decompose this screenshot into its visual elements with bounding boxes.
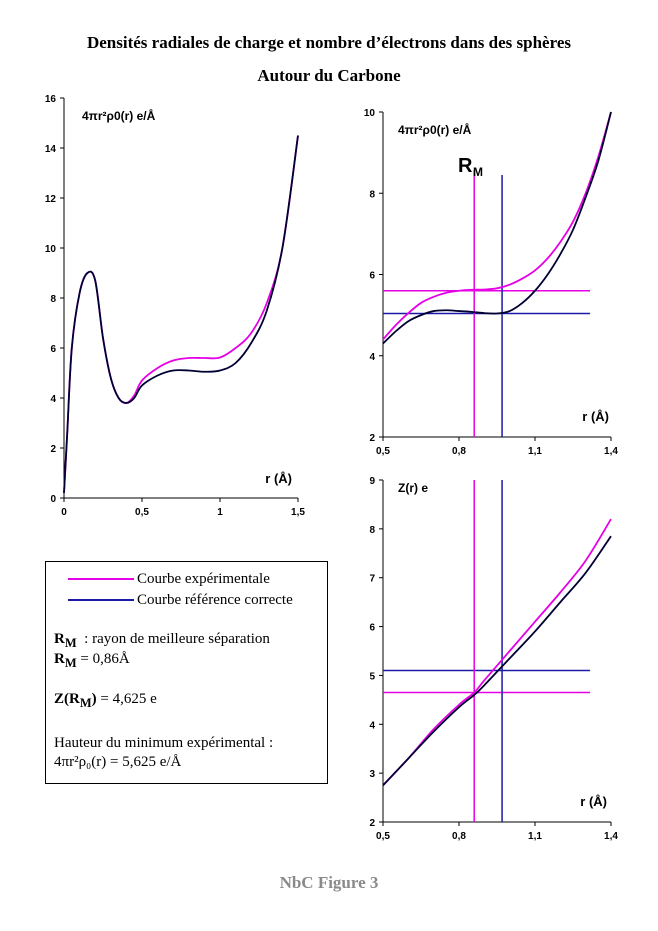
rm-symbol-2: R xyxy=(54,651,65,667)
min-height-line2: 4πr²ρ₀(r) = 5,625 e/Å xyxy=(54,754,182,770)
rm-symbol: R xyxy=(54,631,65,647)
y-tick-label: 6 xyxy=(369,623,375,634)
legend-swatch-reference xyxy=(68,599,134,601)
x-tick-label: 1,4 xyxy=(604,446,618,457)
y-tick-label: 10 xyxy=(364,108,376,119)
y-tick-label: 0 xyxy=(50,494,56,505)
y-tick-label: 2 xyxy=(50,444,56,455)
z-close: ) xyxy=(91,691,97,707)
figure-caption: NbC Figure 3 xyxy=(279,873,379,892)
x-tick-label: 0,5 xyxy=(135,507,149,518)
y-tick-label: 14 xyxy=(45,144,57,155)
y-axis-label: 4πr²ρ0(r) e/Å xyxy=(82,108,156,123)
legend-item-experimental: Courbe expérimentale xyxy=(68,569,270,589)
z-at-rm: Z(RM) = 4,625 e xyxy=(54,690,157,712)
y-tick-label: 8 xyxy=(369,525,375,536)
x-tick-label: 1,5 xyxy=(291,507,305,518)
legend-label-experimental: Courbe expérimentale xyxy=(137,570,270,587)
y-tick-label: 4 xyxy=(50,394,56,405)
z-sub: M xyxy=(79,696,92,710)
rm-definition: RM : rayon de meilleure séparation xyxy=(54,630,270,652)
x-tick-label: 1 xyxy=(217,507,223,518)
y-tick-label: 10 xyxy=(45,244,57,255)
y-tick-label: 4 xyxy=(369,720,375,731)
rm-sub-2: M xyxy=(64,656,77,670)
y-tick-label: 8 xyxy=(369,189,375,200)
y-tick-label: 2 xyxy=(369,818,375,829)
min-height-line1: Hauteur du minimum expérimental : xyxy=(54,735,274,751)
rm-annotation: R xyxy=(458,155,473,177)
z-value: = 4,625 e xyxy=(96,691,157,707)
rm-value: RM = 0,86Å xyxy=(54,650,130,672)
series-line-reference xyxy=(382,111,612,345)
chart-1: 0 2 4 6 8 10 12 14 16 0 0,5 1 1,5 4πr²ρ0(r) e/Å r (Å) xyxy=(45,94,306,518)
y-tick-label: 3 xyxy=(369,769,375,780)
x-tick-label: 1,4 xyxy=(604,831,618,842)
rm-annotation-sub: M xyxy=(473,165,483,179)
y-tick-label: 2 xyxy=(369,433,375,444)
series-line-experimental xyxy=(382,518,612,786)
y-tick-label: 7 xyxy=(369,574,375,585)
x-tick-label: 0,5 xyxy=(376,831,390,842)
y-tick-label: 9 xyxy=(369,476,375,487)
y-tick-label: 4 xyxy=(369,352,375,363)
rm-sub: M xyxy=(64,636,77,650)
y-tick-label: 5 xyxy=(369,671,375,682)
chart-3: 2 3 4 5 6 7 8 9 0,5 0,8 1,1 1,4 Z(r) e r (Å) xyxy=(369,476,618,842)
x-tick-label: 0 xyxy=(61,507,67,518)
legend-item-reference: Courbe référence correcte xyxy=(68,590,293,610)
y-axis-label: 4πr²ρ0(r) e/Å xyxy=(398,122,472,137)
legend-box: Courbe expérimentale Courbe référence co… xyxy=(45,561,328,784)
y-tick-label: 6 xyxy=(369,271,375,282)
y-tick-label: 12 xyxy=(45,194,57,205)
y-tick-label: 16 xyxy=(45,94,57,105)
figure-title-line1: Densités radiales de charge et nombre d’… xyxy=(86,33,571,52)
legend-swatch-experimental xyxy=(68,578,134,580)
x-axis-label: r (Å) xyxy=(582,409,609,424)
x-axis-label: r (Å) xyxy=(580,794,607,809)
x-tick-label: 0,8 xyxy=(452,831,466,842)
x-axis-label: r (Å) xyxy=(265,471,292,486)
series-line-reference xyxy=(63,135,299,494)
x-tick-label: 1,1 xyxy=(528,446,542,457)
y-tick-label: 6 xyxy=(50,344,56,355)
z-label: Z(R xyxy=(54,691,80,707)
figure-title-line2: Autour du Carbone xyxy=(257,66,401,85)
x-tick-label: 1,1 xyxy=(528,831,542,842)
y-axis-label: Z(r) e xyxy=(398,481,428,495)
y-tick-label: 8 xyxy=(50,294,56,305)
chart-2: 2 4 6 8 10 0,5 0,8 1,1 1,4 4πr²ρ0(r) e/Å r (Å) R M xyxy=(364,108,619,457)
series-line-experimental xyxy=(382,111,612,341)
x-tick-label: 0,8 xyxy=(452,446,466,457)
rm-value-text: = 0,86Å xyxy=(76,651,130,667)
series-line-reference xyxy=(382,535,612,786)
rm-desc: : rayon de meilleure séparation xyxy=(80,631,270,647)
x-tick-label: 0,5 xyxy=(376,446,390,457)
legend-label-reference: Courbe référence correcte xyxy=(137,591,293,608)
